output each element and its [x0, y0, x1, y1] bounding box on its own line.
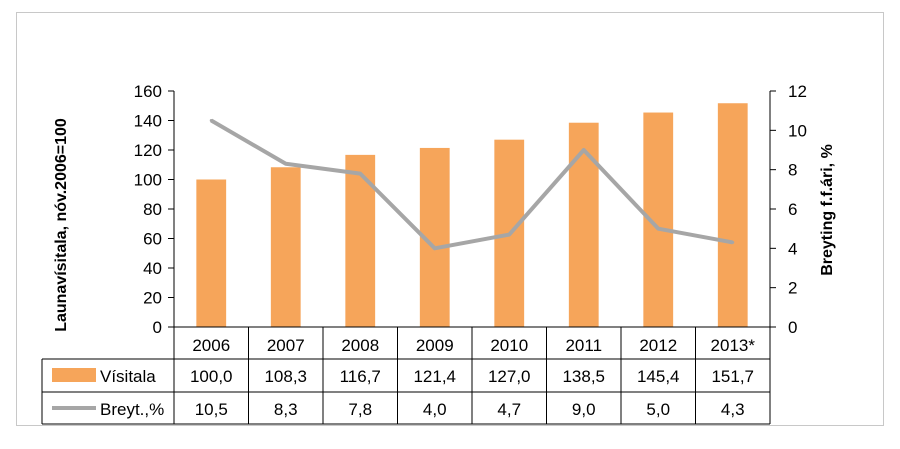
- y-axis-right-title: Breyting f.f.ári, %: [819, 144, 836, 276]
- table-cell-line-value: 4,3: [721, 400, 745, 419]
- table-cell-bar-value: 127,0: [488, 367, 531, 386]
- category-label: 2009: [416, 336, 454, 355]
- right-tick-label: 2: [788, 279, 797, 298]
- bars: [196, 103, 748, 328]
- table-cell-line-value: 4,7: [497, 400, 521, 419]
- legend-label-bar: Vísitala: [100, 367, 156, 386]
- line-path: [210, 118, 734, 251]
- line-point: [656, 227, 660, 231]
- right-tick-label: 6: [788, 200, 797, 219]
- line-point: [433, 246, 437, 250]
- table-cell-bar-value: 100,0: [190, 367, 233, 386]
- chart-frame: [16, 12, 884, 426]
- table-cell-line-value: 5,0: [646, 400, 670, 419]
- table-cell-line-value: 4,0: [423, 400, 447, 419]
- line-point: [209, 119, 213, 122]
- category-label: 2007: [267, 336, 305, 355]
- category-label: 2008: [341, 336, 379, 355]
- right-tick-label: 0: [788, 318, 797, 337]
- right-tick-label: 4: [788, 239, 797, 258]
- line-point: [582, 148, 586, 152]
- bar: [717, 103, 748, 328]
- category-label: 2006: [192, 336, 230, 355]
- left-tick-label: 60: [143, 230, 162, 249]
- line-point: [284, 162, 288, 166]
- legend-swatch-bar: [52, 368, 96, 382]
- table-cell-bar-value: 138,5: [562, 367, 605, 386]
- left-tick-label: 100: [134, 171, 162, 190]
- table-cell-bar-value: 145,4: [637, 367, 680, 386]
- legend-label-line: Breyt.,%: [100, 400, 164, 419]
- table-cell-line-value: 8,3: [274, 400, 298, 419]
- line-series: [209, 118, 735, 251]
- category-label: 2010: [490, 336, 528, 355]
- right-tick-label: 10: [788, 121, 807, 140]
- category-label: 2012: [639, 336, 677, 355]
- left-tick-label: 80: [143, 200, 162, 219]
- right-tick-label: 8: [788, 161, 797, 180]
- category-label: 2011: [565, 336, 602, 355]
- bar: [345, 154, 376, 327]
- bar: [568, 122, 599, 328]
- table-cell-bar-value: 116,7: [340, 367, 381, 386]
- category-label: 2013*: [711, 336, 756, 355]
- data-table: 2006 2007 2008 2009 2010 2011 2012 2013* Vísital…: [41, 327, 770, 425]
- table-cell-bar-value: 121,4: [413, 367, 456, 386]
- left-tick-label: 40: [143, 259, 162, 278]
- table-cell-line-value: 9,0: [572, 400, 596, 419]
- bar: [270, 167, 301, 327]
- left-tick-label: 160: [134, 82, 162, 101]
- table-cell-bar-value: 151,7: [711, 367, 754, 386]
- left-axis-ticks: 0 20 40 60 80 100 120 140 160: [134, 82, 174, 337]
- line-point: [358, 172, 362, 176]
- left-tick-label: 140: [134, 112, 162, 131]
- line-point: [731, 240, 735, 244]
- table-cell-line-value: 7,8: [348, 400, 372, 419]
- right-axis-ticks: 0 2 4 6 8 10 12: [770, 82, 807, 337]
- table-cell-bar-value: 108,3: [264, 367, 307, 386]
- bar: [196, 179, 227, 327]
- table-cell-line-value: 10,5: [195, 400, 228, 419]
- left-tick-label: 20: [143, 289, 162, 308]
- left-tick-label: 120: [134, 141, 162, 160]
- right-tick-label: 12: [788, 82, 807, 101]
- line-point: [507, 233, 511, 237]
- y-axis-left-title: Launavísitala, nóv.2006=100: [53, 118, 70, 332]
- left-tick-label: 0: [153, 318, 162, 337]
